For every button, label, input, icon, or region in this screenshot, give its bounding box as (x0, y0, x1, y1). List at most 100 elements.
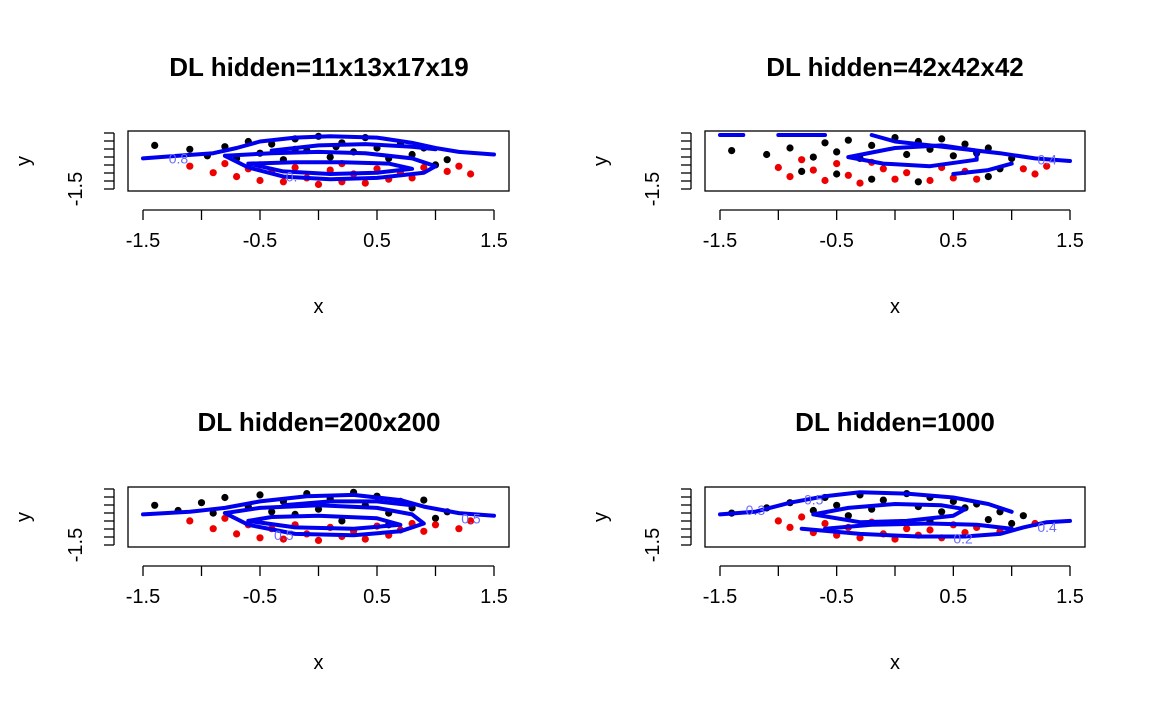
contour-label: 0.4 (1037, 519, 1057, 535)
x-axis-label: x (890, 296, 900, 318)
contour-label: 0.3 (746, 502, 766, 518)
data-point (279, 178, 287, 186)
data-point (361, 535, 369, 543)
data-point (314, 536, 323, 545)
data-point (455, 525, 463, 533)
x-tick-label: 0.5 (939, 586, 967, 608)
y-tick-label: -1.5 (642, 172, 664, 206)
data-point (763, 150, 771, 159)
y-axis-label: y (13, 512, 35, 522)
data-point (443, 156, 451, 164)
data-point (361, 179, 369, 187)
data-point (774, 163, 782, 172)
chart-panel-4: DL hidden=1000 0.3 0.5 0.2 0.4 -1.5 -0.5 0.5 1.5… (590, 407, 1086, 674)
data-point (984, 516, 992, 524)
data-point (844, 171, 852, 179)
contour-label: 0.4 (1037, 152, 1057, 168)
data-point (151, 141, 159, 149)
data-point (221, 160, 229, 168)
x-tick-label: 1.5 (480, 586, 508, 608)
data-point (786, 523, 794, 532)
data-point (338, 517, 346, 525)
contour-label: 0.5 (461, 510, 481, 526)
data-point (467, 517, 475, 525)
data-point (798, 156, 806, 164)
data-point (431, 514, 440, 522)
contour-line (246, 513, 403, 531)
x-tick-label: 1.5 (1056, 586, 1084, 608)
data-point (256, 491, 264, 499)
data-point (233, 173, 241, 181)
data-point (938, 135, 946, 143)
data-point (833, 501, 841, 509)
x-tick-label: -1.5 (703, 230, 737, 252)
data-point (961, 140, 969, 148)
contour-label: 0.2 (953, 530, 973, 546)
data-point (209, 169, 217, 177)
data-point (728, 147, 736, 155)
plot-frame (704, 486, 1086, 548)
data-point (798, 167, 806, 175)
data-point (903, 169, 911, 177)
data-point (844, 136, 852, 144)
data-point (1043, 162, 1051, 170)
contour-line (281, 499, 415, 508)
x-tick-label: 0.5 (363, 586, 391, 608)
plot-frame (127, 486, 510, 548)
data-point (455, 162, 463, 170)
chart-panel-3: DL hidden=200x200 0.5 0.5 -1.5 -0.5 0.5 1.5 x -1… (13, 407, 510, 674)
data-point (938, 508, 946, 516)
data-point (856, 179, 864, 187)
contour-line (141, 134, 496, 161)
data-point (268, 508, 276, 516)
data-point (868, 141, 876, 149)
data-point (879, 165, 887, 173)
data-point (949, 174, 957, 182)
chart-title: DL hidden=1000 (795, 407, 995, 437)
data-point (926, 176, 934, 185)
data-point (856, 534, 864, 542)
data-point (949, 152, 957, 160)
data-point (1019, 165, 1027, 173)
data-point (256, 176, 264, 185)
contour-line (269, 142, 438, 153)
contour-line (799, 518, 1072, 539)
data-point (914, 178, 922, 186)
x-tick-label: -0.5 (819, 230, 853, 252)
x-tick-label: 1.5 (480, 230, 508, 252)
data-point (256, 534, 264, 542)
data-point (197, 499, 206, 507)
x-axis-label: x (314, 652, 324, 674)
x-tick-label: -0.5 (243, 586, 277, 608)
data-point (786, 144, 794, 152)
contour-line (141, 492, 496, 518)
data-point (984, 173, 992, 181)
data-point (420, 496, 428, 504)
data-point (186, 517, 194, 525)
x-axis-label: x (890, 652, 900, 674)
data-point (774, 517, 782, 525)
data-point (833, 170, 841, 178)
data-point (821, 139, 829, 147)
data-point (186, 145, 194, 153)
data-point (151, 501, 159, 509)
data-point (798, 513, 806, 521)
data-point (833, 148, 841, 156)
x-axis-label: x (314, 296, 324, 318)
y-tick-label: -1.5 (642, 528, 664, 562)
x-tick-label: -0.5 (243, 230, 277, 252)
data-point (443, 167, 451, 175)
x-tick-label: 1.5 (1056, 230, 1084, 252)
chart-panel-1: DL hidden=11x13x17x19 0.8 0. -1.5 -0.5 0.5 1.5… (13, 52, 510, 318)
data-point (221, 514, 229, 522)
contour-line (718, 490, 1014, 517)
data-point (891, 175, 899, 183)
data-point (209, 525, 217, 533)
data-point (879, 496, 887, 504)
contour-line (811, 502, 967, 525)
x-tick-label: -1.5 (703, 586, 737, 608)
data-point (291, 163, 299, 172)
contour-label: 0.8 (169, 150, 189, 166)
contour-line (222, 149, 438, 182)
